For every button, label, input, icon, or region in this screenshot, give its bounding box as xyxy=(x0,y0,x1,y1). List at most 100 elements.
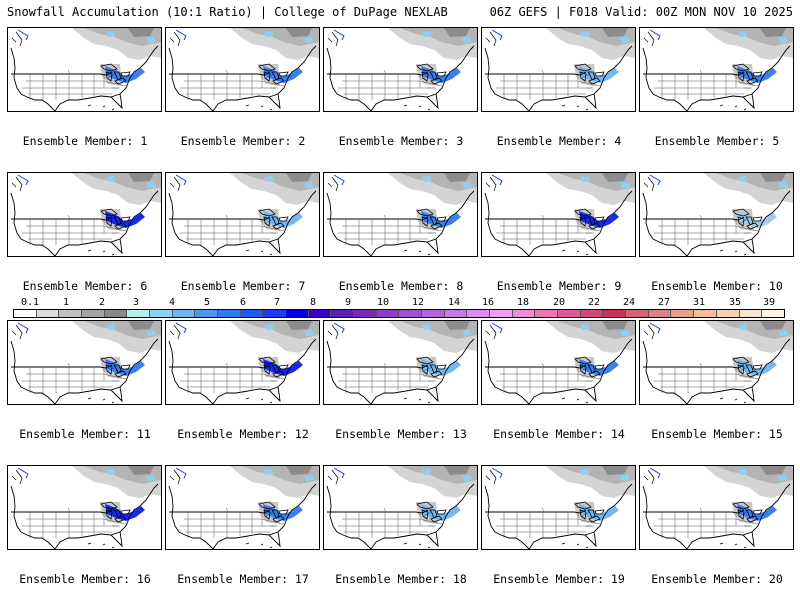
ensemble-member-caption: Ensemble Member: 11 xyxy=(19,427,151,441)
ensemble-member-caption: Ensemble Member: 9 xyxy=(496,279,622,293)
colorbar-segment xyxy=(558,310,581,317)
colorbar-tick-label: 5 xyxy=(203,297,211,308)
colorbar-segment xyxy=(14,310,37,317)
colorbar-tick-label: 22 xyxy=(587,297,601,308)
colorbar-segment xyxy=(467,310,491,317)
ensemble-member-map xyxy=(323,465,478,550)
colorbar-segment xyxy=(263,310,287,317)
colorbar-segment xyxy=(603,310,627,317)
colorbar-segment xyxy=(535,310,559,317)
ensemble-member-caption: Ensemble Member: 13 xyxy=(335,427,467,441)
ensemble-member-map xyxy=(639,320,794,405)
ensemble-member-caption: Ensemble Member: 12 xyxy=(177,427,309,441)
colorbar-segment xyxy=(240,310,264,317)
page-title: Snowfall Accumulation (10:1 Ratio) | Col… xyxy=(7,5,448,19)
ensemble-member-map xyxy=(323,27,478,112)
colorbar-segment xyxy=(82,310,105,317)
colorbar-segment xyxy=(512,310,536,317)
colorbar-segment xyxy=(104,310,128,317)
colorbar-tick-label: 14 xyxy=(447,297,461,308)
ensemble-member-caption: Ensemble Member: 16 xyxy=(19,572,151,586)
colorbar-segment xyxy=(172,310,196,317)
colorbar-segment xyxy=(354,310,377,317)
ensemble-member-caption: Ensemble Member: 6 xyxy=(22,279,148,293)
snowfall-band xyxy=(263,66,303,83)
snowfall-band xyxy=(579,359,619,376)
ensemble-member-map xyxy=(7,465,162,550)
ensemble-member-caption: Ensemble Member: 18 xyxy=(335,572,467,586)
colorbar-tick-label: 2 xyxy=(98,297,106,308)
colorbar-segment xyxy=(218,310,241,317)
snowfall-band xyxy=(737,66,777,83)
ensemble-member-map xyxy=(165,27,320,112)
colorbar-tick-label: 39 xyxy=(762,297,776,308)
snowfall-band xyxy=(105,66,145,83)
colorbar-segment xyxy=(490,310,513,317)
ensemble-member-map xyxy=(323,172,478,257)
snowfall-band xyxy=(737,359,777,376)
colorbar-tick-label: 12 xyxy=(411,297,425,308)
snowfall-band xyxy=(579,211,619,228)
ensemble-member-caption: Ensemble Member: 14 xyxy=(493,427,625,441)
ensemble-member-map xyxy=(7,320,162,405)
ensemble-member-map xyxy=(323,320,478,405)
colorbar-segment xyxy=(308,310,332,317)
colorbar-segment xyxy=(648,310,672,317)
colorbar-segment xyxy=(150,310,173,317)
ensemble-member-caption: Ensemble Member: 2 xyxy=(180,134,306,148)
colorbar-segment xyxy=(739,310,763,317)
colorbar-segment xyxy=(59,310,83,317)
colorbar-tick-label: 31 xyxy=(692,297,706,308)
colorbar-segment xyxy=(422,310,445,317)
colorbar-tick-label: 16 xyxy=(481,297,495,308)
colorbar-tick-label: 20 xyxy=(552,297,566,308)
colorbar-tick-label: 27 xyxy=(657,297,671,308)
colorbar-tick-label: 18 xyxy=(516,297,530,308)
snowfall-colorbar xyxy=(13,309,785,318)
colorbar-tick-label: 10 xyxy=(376,297,390,308)
ensemble-member-caption: Ensemble Member: 15 xyxy=(651,427,783,441)
colorbar-segment xyxy=(399,310,423,317)
snowfall-band xyxy=(421,66,461,83)
canada-snow-shading xyxy=(230,28,319,86)
ensemble-member-map xyxy=(7,172,162,257)
ensemble-member-caption: Ensemble Member: 17 xyxy=(177,572,309,586)
colorbar-tick-label: 9 xyxy=(344,297,352,308)
ensemble-member-caption: Ensemble Member: 1 xyxy=(22,134,148,148)
ensemble-member-map xyxy=(7,27,162,112)
colorbar-segment xyxy=(716,310,740,317)
colorbar-segment xyxy=(331,310,355,317)
snowfall-band xyxy=(263,211,303,228)
ensemble-member-map xyxy=(481,27,636,112)
snowfall-band xyxy=(263,359,303,376)
snowfall-band xyxy=(579,66,619,83)
ensemble-member-map xyxy=(165,465,320,550)
canada-snow-shading xyxy=(388,321,477,379)
ensemble-member-caption: Ensemble Member: 8 xyxy=(338,279,464,293)
colorbar-segment xyxy=(195,310,219,317)
colorbar-tick-label: 3 xyxy=(132,297,140,308)
ensemble-member-map xyxy=(481,320,636,405)
ensemble-member-map xyxy=(481,172,636,257)
ensemble-member-map xyxy=(639,27,794,112)
ensemble-member-caption: Ensemble Member: 7 xyxy=(180,279,306,293)
ensemble-member-caption: Ensemble Member: 20 xyxy=(651,572,783,586)
colorbar-segment xyxy=(444,310,468,317)
ensemble-member-caption: Ensemble Member: 3 xyxy=(338,134,464,148)
colorbar-segment xyxy=(376,310,400,317)
colorbar-segment xyxy=(36,310,60,317)
ensemble-member-map xyxy=(165,320,320,405)
snowfall-band xyxy=(421,359,461,376)
ensemble-member-map xyxy=(639,465,794,550)
snowfall-band xyxy=(105,359,145,376)
canada-snow-shading xyxy=(704,28,793,86)
colorbar-segment xyxy=(694,310,717,317)
colorbar-segment xyxy=(127,310,151,317)
run-info: 06Z GEFS | F018 Valid: 00Z MON NOV 10 20… xyxy=(489,5,793,19)
snowfall-band xyxy=(421,504,461,521)
ensemble-member-caption: Ensemble Member: 4 xyxy=(496,134,622,148)
ensemble-member-map xyxy=(165,172,320,257)
canada-snow-shading xyxy=(546,321,635,379)
colorbar-segment xyxy=(762,310,784,317)
colorbar-tick-label: 24 xyxy=(622,297,636,308)
